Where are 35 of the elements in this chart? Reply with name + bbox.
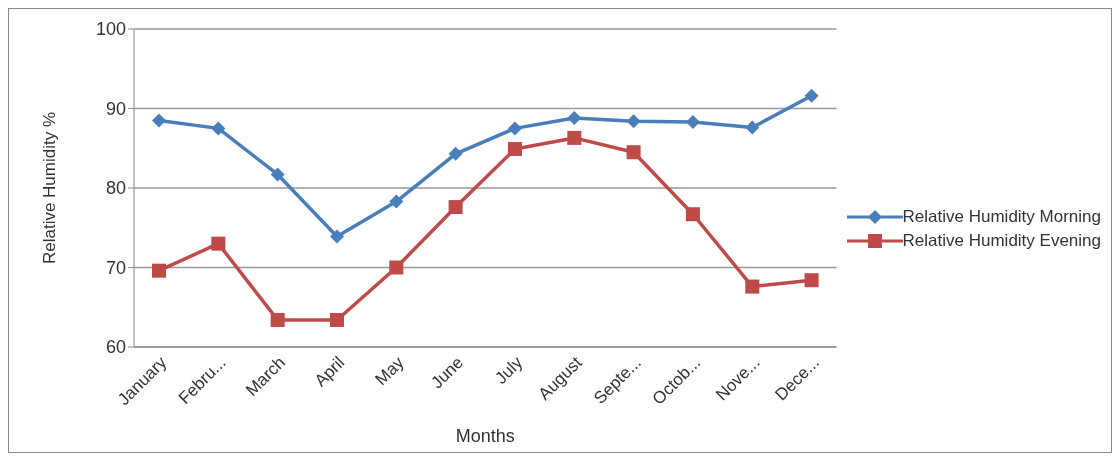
point	[507, 121, 522, 136]
point	[270, 312, 285, 327]
point	[389, 260, 404, 275]
point	[152, 263, 166, 278]
point	[804, 88, 819, 103]
point	[329, 312, 344, 327]
point	[270, 167, 285, 182]
y-tick-label: 80	[105, 178, 126, 199]
y-tick-label: 60	[105, 337, 126, 358]
point	[448, 200, 463, 215]
point	[804, 273, 819, 288]
point	[745, 279, 760, 294]
legend-label: Relative Humidity Evening	[902, 230, 1101, 251]
point	[211, 236, 226, 251]
point	[389, 194, 404, 209]
legend-label: Relative Humidity Morning	[902, 206, 1101, 227]
y-axis-title: Relative Humidity %	[40, 111, 60, 265]
point	[626, 114, 641, 129]
x-axis-title: Months	[455, 426, 515, 446]
x-tick-label: May	[371, 352, 409, 390]
point	[567, 111, 582, 126]
point	[685, 207, 700, 222]
point	[567, 130, 582, 145]
point	[329, 229, 344, 244]
point	[745, 120, 760, 135]
point	[448, 146, 463, 161]
y-tick-label: 90	[105, 98, 126, 119]
x-tick-label: July	[491, 352, 527, 388]
point	[685, 115, 700, 130]
point	[507, 142, 522, 157]
point	[211, 121, 226, 136]
y-tick-label: 100	[95, 19, 126, 40]
y-tick-label: 70	[105, 257, 126, 278]
point	[626, 145, 641, 160]
point	[152, 113, 166, 128]
